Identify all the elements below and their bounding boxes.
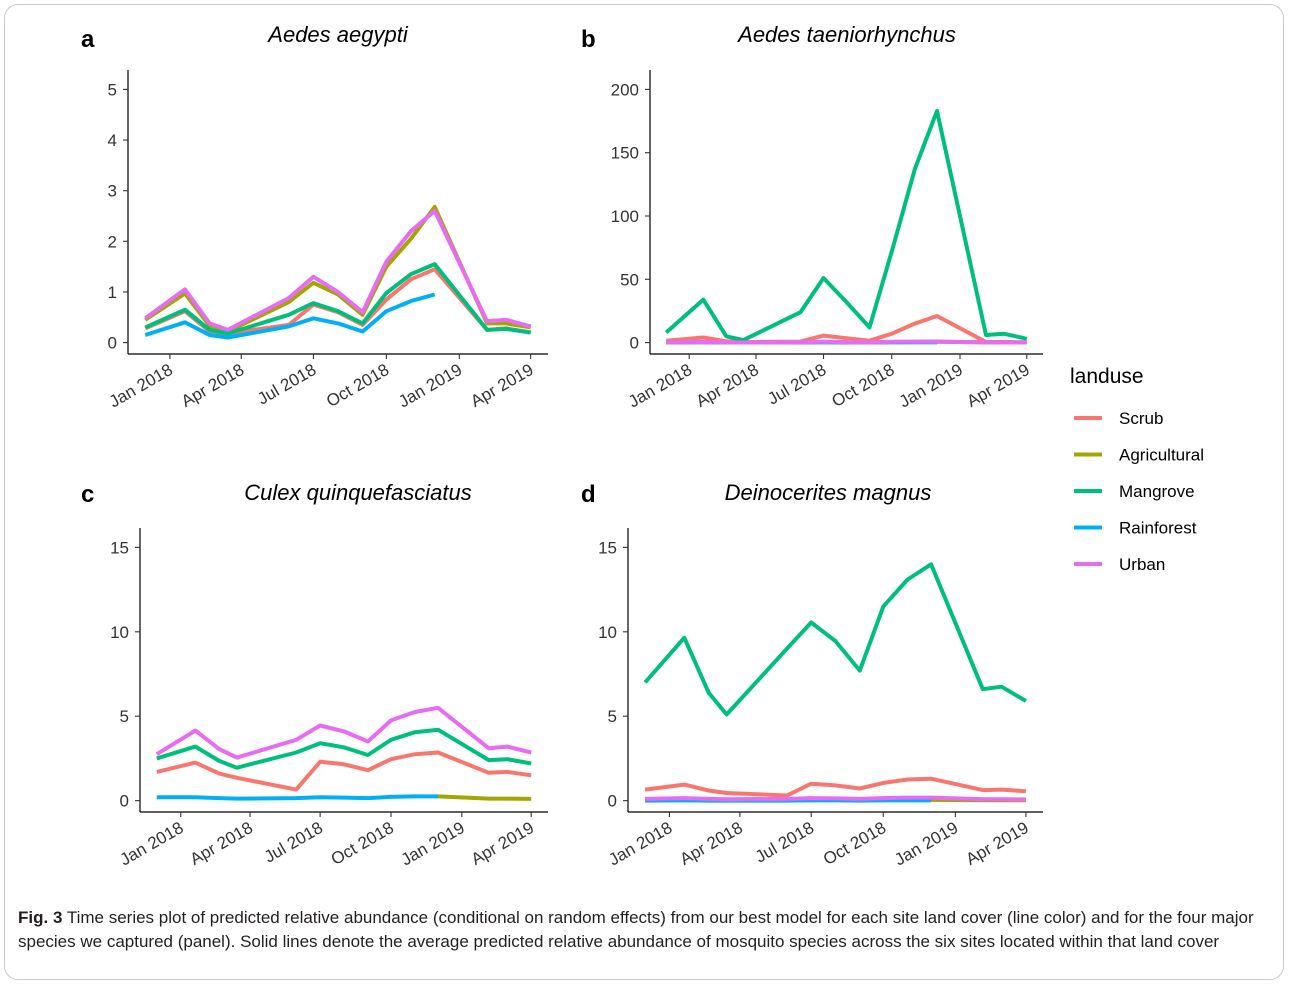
series-line-rainforest xyxy=(144,292,436,340)
panel-letter: d xyxy=(581,481,596,508)
x-tick-label: Jan 2018 xyxy=(106,360,176,411)
legend-label: Mangrove xyxy=(1119,482,1195,501)
series-line-rainforest xyxy=(156,794,438,801)
y-tick-label: 5 xyxy=(108,80,117,99)
y-tick-label: 5 xyxy=(120,707,129,726)
y-tick-label: 0 xyxy=(108,334,117,353)
x-tick-label: Apr 2018 xyxy=(187,818,256,869)
series-line-urban xyxy=(666,339,1027,345)
y-tick-label: 100 xyxy=(611,207,639,226)
series-line-mangrove xyxy=(664,108,1028,343)
y-tick-label: 0 xyxy=(630,334,639,353)
series-line-mangrove xyxy=(156,727,532,770)
x-tick-label: Apr 2019 xyxy=(468,818,537,869)
x-tick-label: Jul 2018 xyxy=(254,360,319,409)
x-tick-label: Apr 2019 xyxy=(467,360,536,411)
x-tick-label: Jul 2018 xyxy=(764,360,829,409)
panel-a: a Aedes aegypti 0 1 2 3 4 5 Jan 2018 Apr 2018 Jul … xyxy=(81,22,548,411)
panel-letter: a xyxy=(81,26,95,53)
panel-title: Aedes aegypti xyxy=(266,22,409,47)
x-tick-label: Apr 2018 xyxy=(693,360,762,411)
series-line-scrub xyxy=(644,776,1027,798)
x-tick-label: Apr 2019 xyxy=(964,360,1033,411)
x-tick-label: Jul 2018 xyxy=(261,818,326,867)
y-tick-label: 15 xyxy=(598,538,617,557)
y-tick-label: 1 xyxy=(108,283,117,302)
y-tick-label: 0 xyxy=(120,792,129,811)
legend-item-mangrove: Mangrove xyxy=(1074,482,1195,501)
y-tick-label: 4 xyxy=(108,131,117,150)
legend-label: Rainforest xyxy=(1119,519,1197,538)
y-tick-label: 10 xyxy=(110,623,129,642)
x-tick-label: Jan 2019 xyxy=(398,818,468,869)
panel-b: b Aedes taeniorhynchus 0 50 100 150 200 Jan 201… xyxy=(581,22,1043,411)
x-tick-label: Oct 2018 xyxy=(828,360,897,411)
series-line-urban xyxy=(144,208,532,332)
y-tick-label: 2 xyxy=(108,232,117,251)
legend-label: Scrub xyxy=(1119,409,1163,428)
legend-item-rainforest: Rainforest xyxy=(1074,519,1197,538)
legend: landuse Scrub Agricultural Mangrove Rainfor… xyxy=(1070,365,1204,574)
panel-title: Culex quinquefasciatus xyxy=(244,480,471,505)
x-tick-label: Jan 2019 xyxy=(896,360,966,411)
caption-text: Time series plot of predicted relative a… xyxy=(18,908,1254,951)
panel-title: Aedes taeniorhynchus xyxy=(736,22,956,47)
x-tick-label: Apr 2019 xyxy=(963,818,1032,869)
x-tick-label: Jan 2018 xyxy=(605,818,675,869)
series-line-scrub xyxy=(156,750,532,792)
y-tick-label: 10 xyxy=(598,623,617,642)
y-tick-label: 50 xyxy=(620,270,639,289)
x-tick-label: Apr 2018 xyxy=(677,818,746,869)
x-tick-label: Jan 2019 xyxy=(395,360,465,411)
x-tick-label: Apr 2018 xyxy=(178,360,247,411)
x-tick-label: Jan 2018 xyxy=(625,360,695,411)
legend-item-agricultural: Agricultural xyxy=(1074,446,1204,465)
x-tick-label: Jan 2019 xyxy=(891,818,961,869)
x-tick-label: Oct 2018 xyxy=(323,360,392,411)
series-line-urban xyxy=(155,705,532,760)
legend-item-urban: Urban xyxy=(1074,555,1165,574)
legend-label: Agricultural xyxy=(1119,446,1204,465)
x-tick-label: Jan 2018 xyxy=(117,818,187,869)
figure-frame xyxy=(4,4,1284,980)
caption-label: Fig. 3 xyxy=(18,908,63,927)
x-tick-label: Oct 2018 xyxy=(820,818,889,869)
panel-letter: c xyxy=(81,481,94,508)
panel-letter: b xyxy=(581,26,596,53)
x-tick-label: Oct 2018 xyxy=(328,818,397,869)
y-tick-label: 15 xyxy=(110,538,129,557)
y-tick-label: 150 xyxy=(611,144,639,163)
series-line-mangrove xyxy=(643,562,1027,717)
figure-caption: Fig. 3 Time series plot of predicted rel… xyxy=(18,906,1268,954)
legend-label: Urban xyxy=(1119,555,1165,574)
legend-title: landuse xyxy=(1070,365,1144,388)
series-line-urban xyxy=(645,795,1026,802)
y-tick-label: 0 xyxy=(608,792,617,811)
legend-item-scrub: Scrub xyxy=(1074,409,1163,428)
series-line-mangrove xyxy=(144,262,531,336)
series-line-agricultural xyxy=(437,794,532,801)
y-tick-label: 5 xyxy=(608,707,617,726)
x-tick-label: Jul 2018 xyxy=(752,818,817,867)
y-tick-label: 3 xyxy=(108,182,117,201)
panel-title: Deinocerites magnus xyxy=(725,480,932,505)
y-tick-label: 200 xyxy=(611,80,639,99)
